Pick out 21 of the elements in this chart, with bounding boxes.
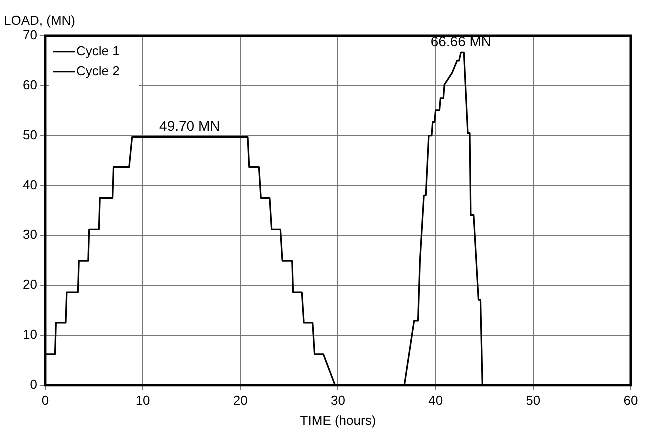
x-tick-label: 10 <box>136 392 150 408</box>
x-tick-label: 20 <box>233 392 248 408</box>
legend-label: Cycle 2 <box>76 64 120 79</box>
x-tick-label: 60 <box>624 392 638 408</box>
x-tick-label: 40 <box>428 392 444 408</box>
annotation: 66.66 MN <box>430 34 492 50</box>
y-tick-label: 50 <box>22 127 38 142</box>
x-tick-label: 0 <box>42 392 50 408</box>
y-tick-label: 10 <box>22 327 38 342</box>
y-tick-label: 60 <box>22 77 38 92</box>
y-tick-label: 20 <box>22 277 38 292</box>
y-tick-label: 30 <box>22 227 38 242</box>
y-axis-title: LOAD, (MN) <box>4 13 76 28</box>
y-tick-label: 40 <box>22 177 38 192</box>
annotation: 49.70 MN <box>160 118 220 134</box>
y-tick-label: 70 <box>22 28 38 43</box>
legend-label: Cycle 1 <box>76 44 120 59</box>
y-tick-label: 0 <box>30 376 38 392</box>
x-tick-label: 30 <box>330 392 346 408</box>
x-axis-title: TIME (hours) <box>300 413 376 428</box>
x-tick-label: 50 <box>526 392 541 408</box>
